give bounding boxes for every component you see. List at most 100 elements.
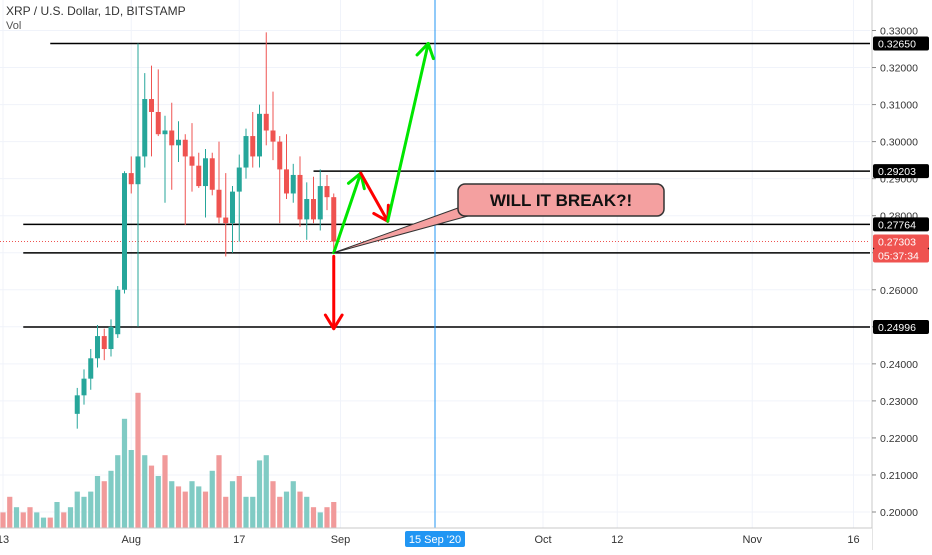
time-tick-label: 17 bbox=[233, 534, 245, 546]
arrow-up-icon bbox=[386, 41, 430, 223]
candle-body bbox=[290, 174, 296, 194]
volume-bar bbox=[223, 496, 229, 528]
time-tick-label: 13 bbox=[0, 534, 9, 546]
candle-body bbox=[189, 156, 195, 166]
candle-body bbox=[155, 111, 161, 135]
candle-body bbox=[122, 173, 127, 290]
level-price-tag: 0.29203 bbox=[878, 166, 916, 178]
candle-body bbox=[277, 141, 283, 170]
volume-bar bbox=[162, 455, 168, 528]
price-tick-label: 0.23000 bbox=[880, 396, 918, 408]
volume-bar bbox=[263, 455, 269, 528]
candle-body bbox=[243, 136, 249, 168]
price-axis bbox=[872, 0, 932, 550]
volume-bar bbox=[13, 507, 20, 528]
candle-body bbox=[223, 217, 229, 224]
volume-bar bbox=[142, 455, 148, 528]
countdown-tag-bg bbox=[873, 248, 929, 263]
volume-bar bbox=[135, 392, 141, 528]
volume-bar bbox=[243, 496, 249, 528]
candle-body bbox=[236, 167, 242, 192]
candle-body bbox=[169, 130, 175, 146]
level-price-tag: 0.27764 bbox=[878, 219, 916, 231]
volume-bar bbox=[209, 470, 215, 528]
candle-body bbox=[216, 189, 222, 218]
candle-body bbox=[128, 173, 134, 185]
price-tick-label: 0.26000 bbox=[880, 285, 918, 297]
volume-bar bbox=[40, 517, 47, 528]
candle-body bbox=[74, 395, 80, 414]
price-tick-label: 0.20000 bbox=[880, 507, 918, 519]
candle-body bbox=[135, 156, 141, 185]
volume-bar bbox=[304, 496, 310, 528]
candle-body bbox=[101, 336, 107, 350]
level-price-tag-bg bbox=[873, 217, 929, 232]
crosshair-label-bg bbox=[405, 531, 465, 547]
volume-bar bbox=[277, 496, 283, 528]
price-tick-label: 0.21000 bbox=[880, 470, 918, 482]
arrow-up-icon bbox=[332, 171, 363, 255]
volume-bar bbox=[297, 491, 303, 528]
volume-bar bbox=[169, 481, 175, 528]
candle-body bbox=[230, 191, 235, 224]
volume-bar bbox=[0, 512, 6, 528]
candle-body bbox=[284, 169, 289, 194]
time-tick-label: Oct bbox=[534, 534, 551, 546]
volume-bar bbox=[47, 517, 53, 528]
crosshair-label: 15 Sep '20 bbox=[409, 534, 461, 546]
candle-body bbox=[115, 289, 121, 335]
volume-bar bbox=[182, 491, 188, 528]
volume-bar bbox=[317, 512, 323, 528]
candle-body bbox=[162, 130, 168, 135]
candle-body bbox=[324, 186, 330, 198]
price-tick-label: 0.22000 bbox=[880, 433, 918, 445]
candle-body bbox=[176, 139, 181, 146]
candle-body bbox=[196, 165, 202, 187]
price-tick-label: 0.32000 bbox=[880, 63, 918, 75]
volume-bar bbox=[189, 481, 195, 528]
volume-bar bbox=[290, 481, 296, 528]
volume-bar bbox=[101, 481, 107, 528]
level-price-tag: 0.32650 bbox=[878, 38, 916, 50]
chart-title: XRP / U.S. Dollar, 1D, BITSTAMP bbox=[6, 4, 186, 18]
volume-bar bbox=[67, 507, 74, 528]
candle-body bbox=[257, 113, 262, 157]
volume-bar bbox=[236, 476, 242, 528]
volume-bar bbox=[310, 507, 317, 528]
time-tick-label: 16 bbox=[847, 534, 859, 546]
candle-body bbox=[142, 99, 148, 157]
time-tick-label: Aug bbox=[121, 534, 141, 546]
time-tick-label: 12 bbox=[611, 534, 623, 546]
candle-body bbox=[88, 358, 94, 379]
volume-bar bbox=[81, 496, 87, 528]
candle-body bbox=[149, 99, 154, 112]
candle-body bbox=[304, 199, 310, 220]
volume-bar bbox=[34, 512, 40, 528]
candle-body bbox=[311, 199, 316, 220]
volume-bar bbox=[108, 470, 114, 528]
volume-bar bbox=[283, 491, 290, 528]
candle-body bbox=[108, 326, 114, 350]
candle-body bbox=[297, 174, 303, 220]
volume-bar bbox=[196, 486, 202, 528]
last-price-tag-bg bbox=[873, 234, 929, 249]
volume-bar bbox=[175, 486, 182, 528]
arrow-down-icon bbox=[359, 171, 390, 223]
volume-bar bbox=[88, 491, 94, 528]
last-price-tag: 0.27303 bbox=[878, 237, 916, 249]
price-tick-label: 0.24000 bbox=[880, 359, 918, 371]
volume-bar bbox=[324, 507, 330, 528]
price-tick-label: 0.33000 bbox=[880, 26, 918, 38]
countdown-tag: 05:37:34 bbox=[878, 251, 919, 263]
candle-body bbox=[270, 130, 276, 142]
volume-bar bbox=[148, 465, 155, 528]
time-tick-label: Sep bbox=[331, 534, 351, 546]
level-price-tag-bg bbox=[873, 36, 929, 51]
price-tick-label: 0.31000 bbox=[880, 100, 918, 112]
candle-body bbox=[263, 113, 269, 131]
volume-bar bbox=[20, 512, 26, 528]
volume-bar bbox=[74, 491, 80, 528]
time-tick-label: Nov bbox=[742, 534, 762, 546]
